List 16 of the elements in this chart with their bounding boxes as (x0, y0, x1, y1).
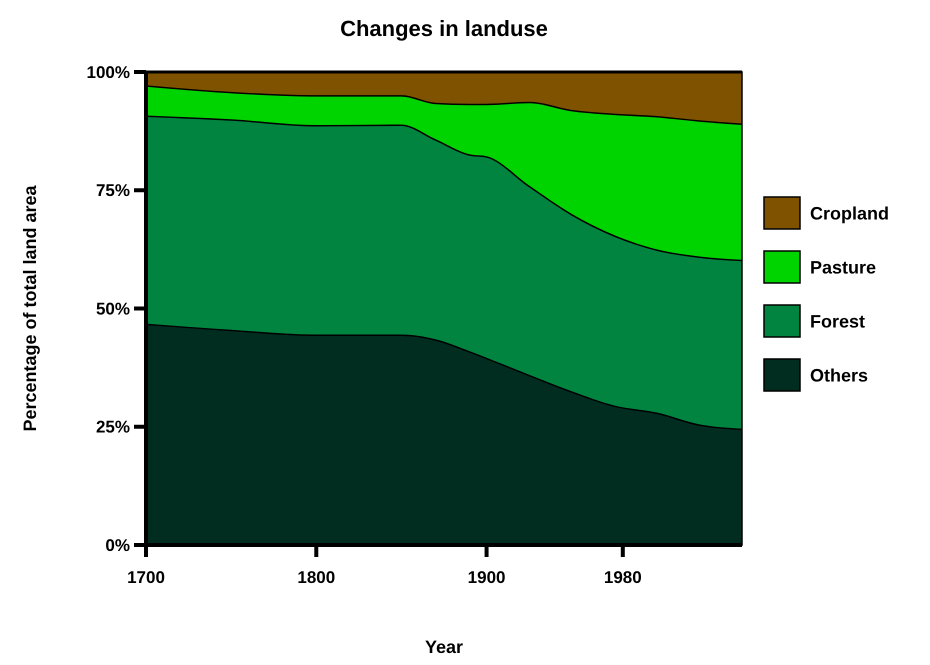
x-tick-label: 1980 (604, 568, 642, 587)
x-tick-label: 1900 (468, 568, 506, 587)
legend-label: Forest (810, 311, 866, 332)
y-tick-label: 25% (96, 418, 130, 437)
y-tick-label: 0% (105, 536, 130, 555)
y-tick-label: 50% (96, 299, 130, 318)
y-tick-label: 75% (96, 181, 130, 200)
y-tick-label: 100% (86, 62, 130, 82)
x-axis-title: Year (424, 637, 464, 657)
legend-label: Cropland (810, 203, 889, 224)
x-tick-label: 1800 (297, 568, 336, 587)
x-tick-label: 1700 (127, 568, 165, 587)
legend-label: Pasture (810, 257, 876, 278)
legend-label: Others (810, 365, 868, 386)
chart-title: Changes in landuse (340, 16, 548, 41)
y-axis-title: Percentage of total land area (20, 184, 40, 432)
